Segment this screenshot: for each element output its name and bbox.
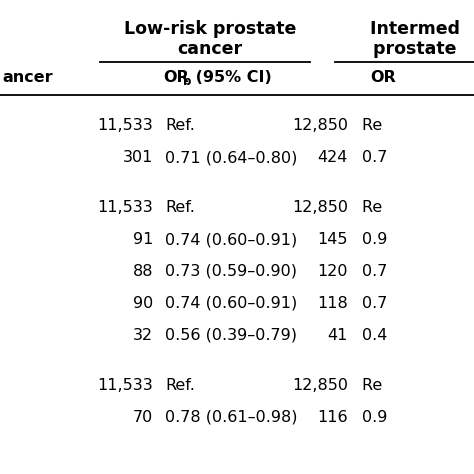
Text: 0.74 (0.60–0.91): 0.74 (0.60–0.91)	[165, 296, 297, 311]
Text: 0.9: 0.9	[362, 232, 387, 247]
Text: 11,533: 11,533	[97, 200, 153, 215]
Text: 0.4: 0.4	[362, 328, 387, 343]
Text: 0.71 (0.64–0.80): 0.71 (0.64–0.80)	[165, 150, 297, 165]
Text: 145: 145	[318, 232, 348, 247]
Text: 0.9: 0.9	[362, 410, 387, 425]
Text: 12,850: 12,850	[292, 118, 348, 133]
Text: Low-risk prostate: Low-risk prostate	[124, 20, 296, 38]
Text: 116: 116	[318, 410, 348, 425]
Text: OR: OR	[370, 70, 396, 85]
Text: b: b	[183, 75, 191, 88]
Text: 11,533: 11,533	[97, 378, 153, 393]
Text: Ref.: Ref.	[165, 118, 195, 133]
Text: 118: 118	[317, 296, 348, 311]
Text: cancer: cancer	[177, 40, 243, 58]
Text: 12,850: 12,850	[292, 200, 348, 215]
Text: (95% CI): (95% CI)	[190, 70, 272, 85]
Text: 424: 424	[318, 150, 348, 165]
Text: Re⁠: Re⁠	[362, 118, 382, 133]
Text: 11,533: 11,533	[97, 118, 153, 133]
Text: 41: 41	[328, 328, 348, 343]
Text: 70: 70	[133, 410, 153, 425]
Text: 0.78 (0.61–0.98): 0.78 (0.61–0.98)	[165, 410, 298, 425]
Text: 32: 32	[133, 328, 153, 343]
Text: 0.74 (0.60–0.91): 0.74 (0.60–0.91)	[165, 232, 297, 247]
Text: Re⁠: Re⁠	[362, 200, 382, 215]
Text: 0.73 (0.59–0.90): 0.73 (0.59–0.90)	[165, 264, 297, 279]
Text: 0.7: 0.7	[362, 296, 387, 311]
Text: prostate⁠: prostate⁠	[373, 40, 457, 58]
Text: Intermed⁠: Intermed⁠	[370, 20, 460, 38]
Text: 0.56 (0.39–0.79): 0.56 (0.39–0.79)	[165, 328, 297, 343]
Text: 91: 91	[133, 232, 153, 247]
Text: ancer: ancer	[2, 70, 53, 85]
Text: 301: 301	[123, 150, 153, 165]
Text: OR: OR	[163, 70, 189, 85]
Text: Re⁠: Re⁠	[362, 378, 382, 393]
Text: Ref.: Ref.	[165, 378, 195, 393]
Text: 90: 90	[133, 296, 153, 311]
Text: 0.7: 0.7	[362, 150, 387, 165]
Text: 0.7: 0.7	[362, 264, 387, 279]
Text: Ref.: Ref.	[165, 200, 195, 215]
Text: 12,850: 12,850	[292, 378, 348, 393]
Text: 120: 120	[318, 264, 348, 279]
Text: 88: 88	[133, 264, 153, 279]
